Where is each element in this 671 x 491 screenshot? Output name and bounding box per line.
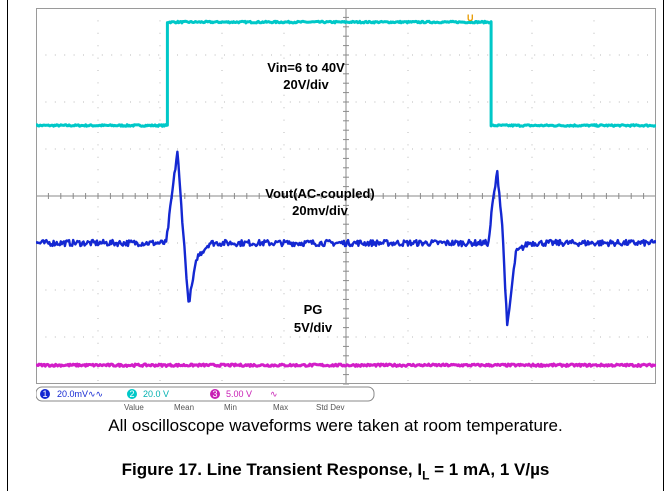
- page-frame: [7, 0, 664, 491]
- figure-title-rest: = 1 mA, 1 V/µs: [429, 460, 550, 479]
- vout-trace: [36, 150, 656, 327]
- trigger-marker: U: [467, 13, 474, 23]
- ch2-scale: 20.0 V: [143, 389, 169, 399]
- figure-title-main: Figure 17. Line Transient Response, I: [121, 460, 423, 479]
- graticule-border: [36, 8, 656, 384]
- stat-header-stddev: Std Dev: [316, 403, 344, 412]
- measurement-headers: Value Mean Min Max Std Dev: [124, 403, 344, 412]
- waveform-traces: [36, 19, 656, 368]
- graticule: [36, 8, 656, 385]
- ch2-badge-num: 2: [129, 389, 134, 399]
- vout-scale-label: 20mv/div: [292, 203, 348, 218]
- stat-header-max: Max: [273, 403, 288, 412]
- pg-scale-label: 5V/div: [294, 320, 333, 335]
- stat-header-min: Min: [224, 403, 237, 412]
- status-bar-frame: [36, 386, 375, 402]
- figure-caption-note: All oscilloscope waveforms were taken at…: [108, 416, 563, 435]
- channel-labels: Vin=6 to 40V 20V/div Vout(AC-coupled) 20…: [265, 60, 375, 335]
- oscilloscope-plot: Vin=6 to 40V 20V/div Vout(AC-coupled) 20…: [36, 8, 656, 412]
- vin-scale-label: 20V/div: [283, 77, 329, 92]
- ch3-badge-num: 3: [212, 389, 217, 399]
- ch1-badge-num: 1: [42, 389, 47, 399]
- vout-label: Vout(AC-coupled): [265, 186, 375, 201]
- figure-title: Figure 17. Line Transient Response, IL =…: [0, 460, 671, 482]
- status-bar: 1 20.0mV∿∿ 2 20.0 V 3 5.00 V ∿: [36, 386, 375, 402]
- figure-title-subscript: L: [422, 468, 430, 483]
- ch3-scale: 5.00 V: [226, 389, 252, 399]
- stat-header-mean: Mean: [174, 403, 194, 412]
- pg-trace: [36, 362, 656, 368]
- ch2-badge: [127, 389, 137, 399]
- stat-header-value: Value: [124, 403, 144, 412]
- ch3-badge: [210, 389, 220, 399]
- vin-trace: [36, 19, 656, 128]
- ch1-scale: 20.0mV∿∿: [57, 389, 103, 399]
- math-indicator: ∿: [270, 389, 278, 399]
- ch1-badge: [40, 389, 50, 399]
- pg-label: PG: [304, 302, 323, 317]
- vin-label: Vin=6 to 40V: [267, 60, 345, 75]
- oscilloscope-screenshot: Vin=6 to 40V 20V/div Vout(AC-coupled) 20…: [36, 8, 656, 412]
